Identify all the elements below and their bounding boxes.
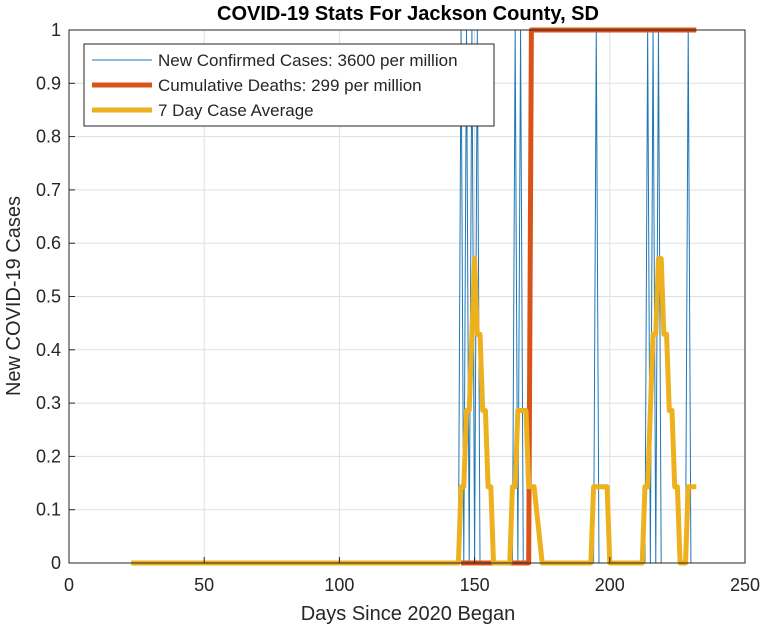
chart-title: COVID-19 Stats For Jackson County, SD <box>217 3 599 25</box>
legend-label-7-day-average: 7 Day Case Average <box>158 101 314 120</box>
y-tick-label: 0.5 <box>36 287 61 307</box>
y-tick-label: 0.7 <box>36 180 61 200</box>
seven-day-average-line <box>131 256 697 566</box>
x-tick-label: 50 <box>194 575 214 595</box>
y-tick-label: 0.2 <box>36 446 61 466</box>
legend-label-cumulative-deaths: Cumulative Deaths: 299 per million <box>158 76 422 95</box>
legend-box <box>83 43 495 127</box>
x-tick-label: 0 <box>64 575 74 595</box>
legend: New Confirmed Cases: 3600 per million Cu… <box>83 43 495 127</box>
y-tick-label: 0.3 <box>36 393 61 413</box>
y-axis-label: New COVID-19 Cases <box>3 196 25 396</box>
y-tick-label: 0.6 <box>36 233 61 253</box>
y-tick-label: 0.4 <box>36 340 61 360</box>
x-tick-label: 100 <box>324 575 354 595</box>
x-axis-label: Days Since 2020 Began <box>301 603 516 625</box>
x-tick-label: 250 <box>730 575 760 595</box>
x-tick-label: 200 <box>595 575 625 595</box>
x-tick-label: 150 <box>460 575 490 595</box>
y-tick-label: 0 <box>51 553 61 573</box>
y-tick-label: 0.9 <box>36 73 61 93</box>
x-axis-ticks: 0 50 100 150 200 250 <box>64 557 760 595</box>
y-tick-label: 0.8 <box>36 127 61 147</box>
y-tick-label: 1 <box>51 20 61 40</box>
legend-label-new-cases: New Confirmed Cases: 3600 per million <box>158 51 458 70</box>
y-axis-ticks: 0 0.1 0.2 0.3 0.4 0.5 0.6 0.7 0.8 0.9 1 <box>36 20 75 573</box>
y-tick-label: 0.1 <box>36 500 61 520</box>
